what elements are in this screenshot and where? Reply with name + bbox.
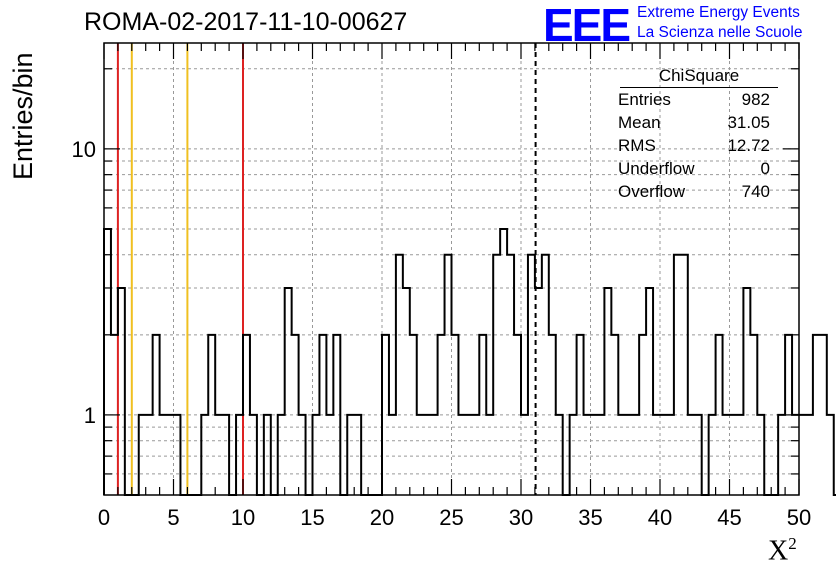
x-axis-label-base: X	[768, 535, 789, 567]
x-tick-label: 10	[231, 505, 255, 530]
stats-row-mean: Mean 31.05	[612, 111, 778, 134]
x-tick-label: 30	[509, 505, 533, 530]
x-tick-label: 50	[787, 505, 811, 530]
x-tick-label: 35	[578, 505, 602, 530]
x-tick-label: 0	[98, 505, 110, 530]
stats-row-rms: RMS 12.72	[612, 134, 778, 157]
x-tick-label: 40	[648, 505, 672, 530]
stats-title: ChiSquare	[620, 66, 778, 88]
stat-label: Mean	[618, 113, 661, 132]
logo-line-1: Extreme Energy Events	[637, 4, 800, 21]
y-tick-label: 10	[72, 137, 96, 162]
axis-ticks	[103, 43, 800, 495]
tick-labels: 0 5 10 15 20 25 30 35 40 45 50 1 10	[72, 137, 812, 530]
stats-row-entries: Entries 982	[612, 88, 778, 111]
stat-value: 740	[741, 182, 770, 201]
x-tick-label: 5	[167, 505, 179, 530]
histogram-line	[103, 227, 836, 496]
stat-value: 0	[760, 159, 770, 178]
stat-label: Underflow	[618, 159, 695, 178]
stat-label: Overflow	[618, 182, 686, 201]
stat-value: 31.05	[727, 113, 770, 132]
x-tick-label: 20	[370, 505, 394, 530]
x-tick-label: 15	[300, 505, 324, 530]
stat-value: 12.72	[727, 136, 770, 155]
x-axis-label-superscript: 2	[788, 534, 797, 553]
stats-box: ChiSquare Entries 982 Mean 31.05 RMS 12.…	[612, 66, 778, 203]
logo-line-2: La Scienza nelle Scuole	[637, 24, 803, 41]
stats-row-underflow: Underflow 0	[612, 157, 778, 180]
stat-value: 982	[741, 90, 770, 109]
x-tick-label: 25	[439, 505, 463, 530]
x-axis-label: X2	[768, 534, 797, 567]
chart-title: ROMA-02-2017-11-10-00627	[84, 8, 408, 36]
y-tick-label: 1	[84, 403, 96, 428]
stat-label: Entries	[618, 90, 671, 109]
stats-row-overflow: Overflow 740	[612, 180, 778, 203]
stat-label: RMS	[618, 136, 656, 155]
x-tick-label: 45	[717, 505, 741, 530]
eee-logo: EEE Extreme Energy Events La Scienza nel…	[543, 0, 836, 51]
